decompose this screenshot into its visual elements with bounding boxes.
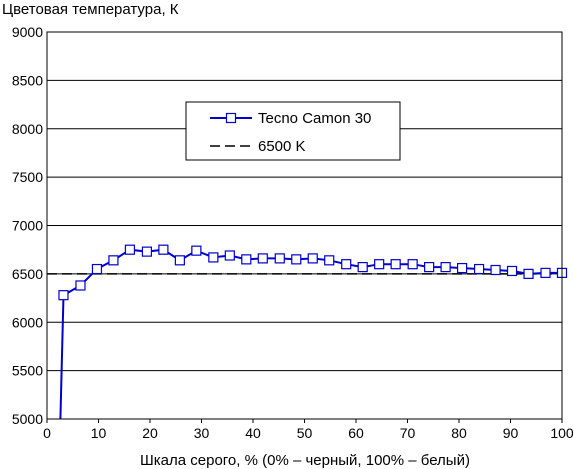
- legend-marker-square: [225, 112, 237, 124]
- data-point: [407, 259, 418, 270]
- x-tick-label: 10: [91, 425, 107, 441]
- data-point: [91, 263, 103, 275]
- y-axis: 5000 5500 6000 6500 7000 7500 8000 8500 9000: [12, 24, 43, 427]
- data-point: [341, 259, 352, 270]
- data-point: [523, 268, 534, 279]
- data-point: [390, 259, 401, 270]
- y-tick-label: 8000: [12, 121, 43, 137]
- data-point: [158, 244, 169, 255]
- data-point: [540, 267, 551, 279]
- y-tick-label: 5000: [12, 411, 43, 427]
- data-point: [208, 252, 219, 263]
- series-layer: [47, 244, 568, 420]
- data-point: [440, 262, 451, 273]
- x-tick-label: 40: [245, 425, 261, 441]
- data-point: [307, 253, 318, 264]
- data-point: [124, 244, 136, 255]
- x-tick-label: 90: [503, 425, 519, 441]
- grid: [47, 31, 562, 420]
- data-point: [174, 255, 185, 266]
- data-point: [58, 290, 69, 301]
- plot-frame: [46, 31, 563, 420]
- data-point: [291, 254, 302, 265]
- x-axis: 0 10 20 30 40 50 60 70 80 90 100: [43, 419, 574, 441]
- data-point: [357, 262, 368, 273]
- data-point: [224, 250, 235, 261]
- legend: Tecno Camon 30 6500 K: [185, 101, 401, 161]
- y-tick-label: 6000: [12, 314, 43, 330]
- legend-label-tecno-camon-30: Tecno Camon 30: [258, 110, 371, 127]
- y-tick-label: 5500: [12, 363, 43, 379]
- data-point: [473, 263, 485, 275]
- x-tick-label: 0: [43, 425, 51, 441]
- data-point: [506, 265, 518, 277]
- y-tick-label: 6500: [12, 266, 43, 282]
- data-point: [456, 262, 468, 274]
- chart-title: Цветовая температура, К: [2, 1, 179, 18]
- x-axis-label: Шкала серого, % (0% – черный, 100% – бел…: [140, 452, 470, 469]
- data-point: [241, 254, 252, 265]
- data-point: [257, 253, 268, 264]
- x-tick-label: 20: [142, 425, 158, 441]
- x-tick-label: 100: [550, 425, 574, 441]
- data-point: [424, 262, 435, 273]
- data-point: [490, 264, 501, 276]
- data-point: [75, 280, 86, 291]
- y-tick-label: 7500: [12, 169, 43, 185]
- x-tick-label: 70: [400, 425, 416, 441]
- series-line-tecno-camon-30: [59, 248, 562, 420]
- data-point: [191, 245, 202, 256]
- data-point: [374, 259, 385, 270]
- legend-label-6500k: 6500 K: [258, 138, 306, 155]
- y-tick-label: 8500: [12, 72, 43, 88]
- data-point: [108, 255, 119, 266]
- data-point: [274, 253, 285, 264]
- x-tick-label: 50: [297, 425, 313, 441]
- x-tick-label: 60: [348, 425, 364, 441]
- x-tick-label: 80: [451, 425, 467, 441]
- x-tick-label: 30: [194, 425, 210, 441]
- data-point: [141, 246, 153, 257]
- legend-box: [185, 101, 401, 161]
- data-point: [324, 255, 335, 266]
- y-tick-label: 9000: [12, 24, 43, 40]
- y-tick-label: 7000: [12, 218, 43, 234]
